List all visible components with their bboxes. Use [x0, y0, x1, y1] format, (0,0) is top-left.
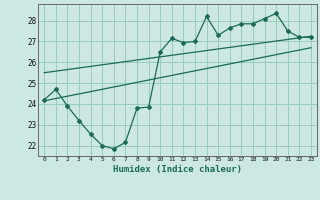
X-axis label: Humidex (Indice chaleur): Humidex (Indice chaleur): [113, 165, 242, 174]
